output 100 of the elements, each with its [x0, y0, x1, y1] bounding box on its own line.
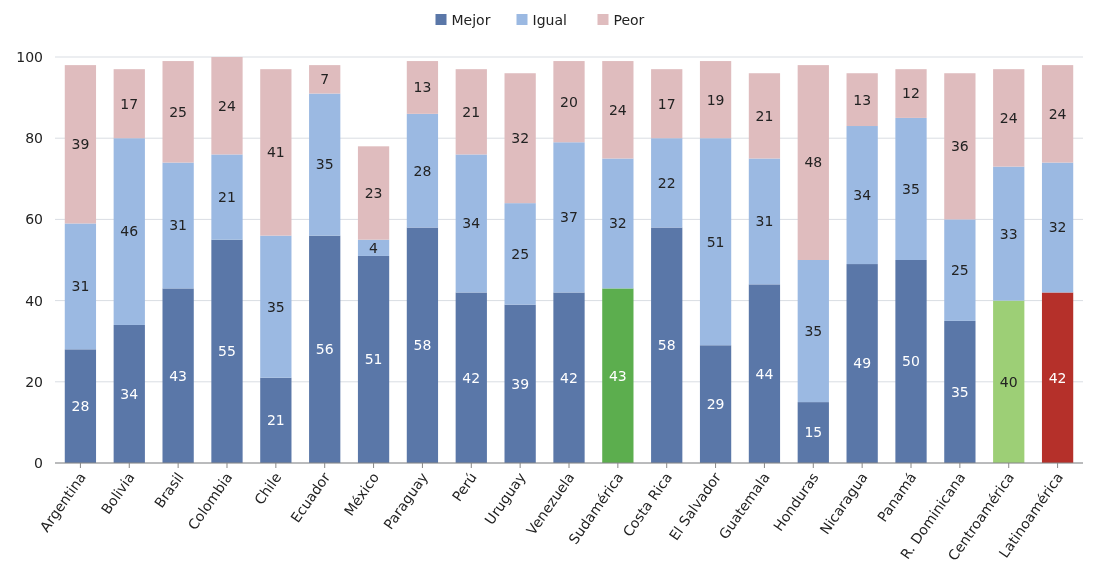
bar — [357, 146, 390, 240]
data-label: 41 — [266, 144, 285, 161]
legend-label: Peor — [613, 11, 645, 28]
data-label: 34 — [120, 385, 139, 402]
bar — [260, 235, 292, 378]
bar — [651, 227, 683, 463]
bar — [993, 300, 1025, 463]
bar — [211, 154, 243, 240]
bar — [455, 154, 487, 293]
data-label: 37 — [560, 209, 578, 226]
bar — [944, 73, 976, 220]
data-label: 25 — [950, 262, 969, 279]
data-label: 15 — [804, 424, 823, 441]
data-label: 17 — [120, 95, 139, 112]
data-label: 32 — [608, 215, 627, 232]
bar — [162, 162, 194, 289]
data-label: 24 — [218, 97, 236, 114]
bar — [309, 65, 341, 94]
bar — [309, 235, 341, 463]
bar — [309, 93, 341, 236]
y-tick-label: 60 — [25, 211, 43, 228]
y-tick-label: 100 — [16, 48, 43, 65]
data-label: 12 — [902, 85, 920, 102]
data-label: 25 — [511, 245, 530, 262]
data-label: 43 — [169, 367, 188, 384]
data-label: 50 — [902, 353, 920, 370]
data-label: 33 — [999, 225, 1018, 242]
bar — [846, 126, 878, 265]
data-label: 21 — [755, 107, 774, 124]
data-label: 20 — [560, 93, 578, 110]
data-label: 19 — [706, 91, 725, 108]
bar — [602, 288, 634, 463]
data-label: 28 — [71, 398, 90, 415]
bar — [64, 349, 97, 463]
data-label: 4 — [369, 239, 379, 256]
y-tick-label: 80 — [25, 130, 43, 147]
data-label: 58 — [413, 337, 432, 354]
bar — [406, 113, 439, 228]
bar — [211, 57, 243, 155]
data-label: 35 — [266, 298, 285, 315]
bar — [1041, 65, 1074, 163]
bar — [846, 264, 878, 463]
bar — [944, 219, 976, 321]
data-label: 24 — [1048, 105, 1067, 122]
data-label: 28 — [413, 162, 432, 179]
bar — [113, 138, 145, 325]
bar — [895, 260, 927, 463]
bar — [602, 158, 634, 289]
bar — [748, 73, 781, 159]
data-label: 39 — [511, 375, 530, 392]
bar — [504, 203, 536, 305]
bar — [553, 142, 585, 293]
data-label: 34 — [853, 186, 872, 203]
data-label: 31 — [71, 278, 90, 295]
data-label: 32 — [1048, 219, 1067, 236]
data-label: 58 — [657, 337, 676, 354]
data-label: 25 — [169, 103, 188, 120]
data-label: 21 — [266, 412, 285, 429]
y-tick-label: 40 — [25, 292, 43, 309]
bar — [895, 117, 927, 260]
data-label: 13 — [413, 79, 432, 96]
bar — [260, 377, 292, 463]
data-label: 29 — [706, 396, 725, 413]
data-label: 31 — [169, 217, 188, 234]
data-label: 35 — [902, 180, 920, 197]
y-tick-label: 20 — [25, 373, 43, 390]
data-label: 13 — [853, 91, 872, 108]
bar — [504, 73, 536, 204]
data-label: 23 — [364, 184, 383, 201]
bar — [406, 227, 439, 463]
data-label: 42 — [560, 369, 578, 386]
legend-label: Mejor — [451, 11, 491, 28]
bar — [455, 292, 487, 463]
bar — [651, 69, 683, 139]
bar — [64, 65, 97, 224]
data-label: 44 — [755, 365, 774, 382]
data-label: 32 — [511, 130, 530, 147]
bar — [455, 69, 487, 155]
data-label: 49 — [853, 355, 872, 372]
data-label: 31 — [755, 213, 774, 230]
data-label: 51 — [364, 351, 383, 368]
bar — [553, 61, 585, 143]
bar — [748, 284, 781, 463]
data-label: 35 — [950, 383, 969, 400]
bar — [504, 304, 536, 463]
data-label: 24 — [608, 101, 627, 118]
data-label: 21 — [462, 103, 481, 120]
data-label: 42 — [1048, 369, 1067, 386]
bar — [1041, 292, 1074, 463]
bar — [797, 260, 829, 403]
y-tick-label: 0 — [34, 454, 43, 471]
bar — [162, 61, 194, 163]
data-label: 21 — [218, 188, 236, 205]
data-label: 42 — [462, 369, 481, 386]
bar — [602, 61, 634, 159]
data-label: 56 — [315, 341, 334, 358]
bar — [113, 324, 145, 463]
bar — [1041, 162, 1074, 293]
bar — [993, 166, 1025, 301]
bar — [162, 288, 194, 463]
